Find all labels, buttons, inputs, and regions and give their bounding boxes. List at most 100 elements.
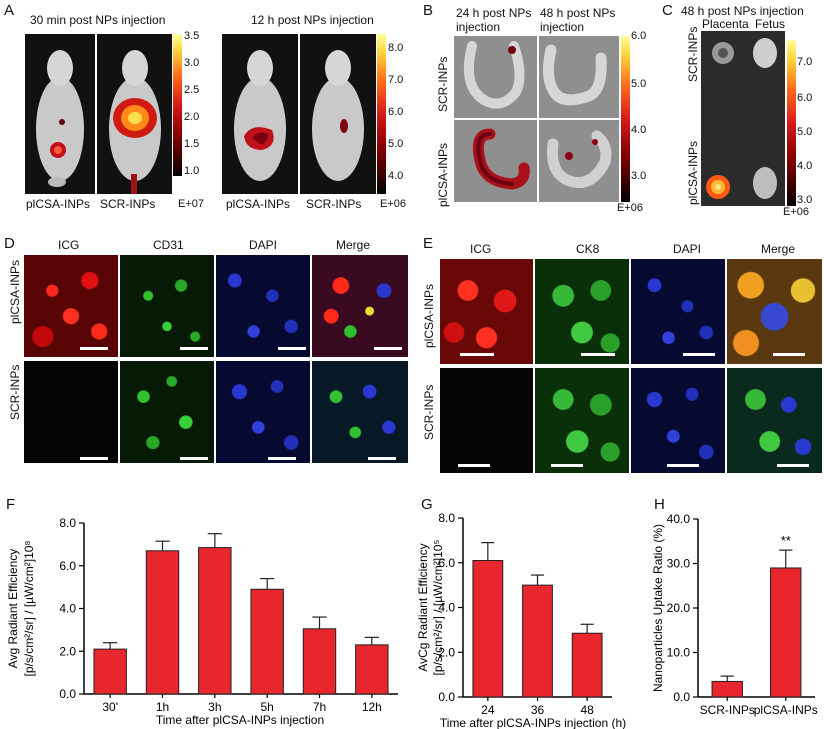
x-axis-label: Time after plCSA-INPs injection — [156, 713, 324, 727]
scale-bar — [773, 353, 805, 356]
micrograph-d-dapi-scr — [216, 361, 310, 463]
uterus-silhouette — [464, 41, 525, 109]
y-axis-label-units: [p/s/cm²/sr] / [µW/cm²]10⁸ — [22, 541, 36, 677]
panel-a-title-12h: 12 h post NPs injection — [251, 13, 374, 27]
y-tick-label: 8.0 — [59, 516, 76, 530]
panel-c-letter: C — [662, 2, 673, 19]
cbar-c-tick: 7.0 — [797, 56, 813, 68]
organ-silhouettes — [706, 38, 777, 199]
colorbar-a1 — [173, 34, 182, 176]
uterus-silhouette-4 — [546, 130, 612, 189]
scale-bar — [180, 347, 208, 350]
micrograph-d-icg-scr — [24, 361, 118, 463]
mouse-image-plcsa-12h — [222, 34, 298, 194]
x-tick-label: 1h — [156, 700, 169, 714]
cbar-a1-tick: 1.5 — [184, 138, 200, 150]
micrograph-e-icg-scr — [440, 368, 533, 473]
panel-e-row-plcsa: plCSA-INPs — [422, 283, 436, 348]
x-tick-label: 5h — [260, 700, 273, 714]
bar — [711, 680, 743, 698]
x-axis-label: Time after plCSA-INPs injection (h) — [440, 716, 626, 729]
cbar-a2-exponent: E+06 — [380, 198, 406, 210]
panel-a-letter: A — [4, 2, 15, 19]
scale-bar — [551, 464, 583, 467]
scale-bar — [278, 347, 306, 350]
y-tick-label: 4.0 — [59, 602, 76, 616]
panel-e-col-icg: ICG — [470, 242, 492, 256]
x-tick-label: 3h — [208, 700, 221, 714]
scale-bar — [458, 464, 490, 467]
cbar-c-tick: 6.0 — [797, 92, 813, 104]
y-tick-label: 6.0 — [438, 556, 455, 570]
cbar-a1-tick: 3.0 — [184, 57, 200, 69]
micrograph-e-icg-plcsa — [440, 259, 533, 364]
colorbar-b — [621, 36, 630, 202]
colorbar-a2 — [377, 34, 386, 194]
scale-bar — [80, 457, 108, 460]
significance-marker: ** — [781, 533, 791, 548]
panel-b-row-scr: SCR-INPs — [436, 56, 450, 112]
cbar-b-exponent: E+06 — [617, 202, 643, 214]
y-tick-label: 6.0 — [59, 559, 76, 573]
x-tick-label: 48 — [580, 703, 594, 717]
mouse-silhouette — [36, 50, 84, 187]
panel-c-row-plcsa: plCSA-INPs — [686, 140, 700, 205]
panel-d-col-dapi: DAPI — [249, 238, 278, 252]
y-tick-label: 4.0 — [438, 601, 455, 615]
panel-d-row-plcsa: plCSA-INPs — [8, 259, 22, 324]
y-axis-label: AvCg Radiant Efficiency — [416, 543, 430, 671]
micrograph-e-ck8-scr — [535, 368, 629, 473]
micrograph-d-merge-scr — [312, 361, 408, 463]
y-tick-label: 40.0 — [667, 512, 691, 526]
bar — [145, 550, 180, 695]
panel-e-col-ck8: CK8 — [576, 242, 600, 256]
y-tick-label: 2.0 — [59, 644, 76, 658]
bar — [198, 547, 232, 695]
panel-e-row-scr: SCR-INPs — [422, 384, 436, 440]
panel-h-letter: H — [654, 496, 665, 513]
micrograph-e-dapi-scr — [631, 368, 725, 473]
cbar-b-tick: 5.0 — [631, 78, 647, 90]
bar — [250, 588, 284, 695]
scale-bar — [180, 457, 208, 460]
x-tick-label: 36 — [531, 703, 545, 717]
panel-f-letter: F — [6, 496, 16, 513]
bar — [472, 560, 504, 698]
mouse-silhouette-3 — [234, 50, 286, 181]
micrograph-d-cd31-scr — [120, 361, 214, 463]
panel-g-letter: G — [421, 496, 433, 513]
panel-c-col-fetus: Fetus — [755, 17, 786, 31]
bar — [571, 632, 603, 698]
uterus-silhouette-3 — [472, 128, 530, 190]
y-tick-label: 2.0 — [438, 645, 455, 659]
chart-f: 0.0 2.0 4.0 6.0 8.0 30' 1h 3h 5h 7h 12h Time after … — [6, 516, 398, 727]
mouse-silhouette-4 — [312, 50, 364, 181]
scale-bar — [80, 347, 108, 350]
panel-c-row-scr: SCR-INPs — [686, 26, 700, 82]
uterus-silhouette-2 — [542, 44, 607, 106]
panel-e-col-merge: Merge — [761, 242, 796, 256]
micrograph-d-cd31-plcsa — [120, 255, 214, 357]
cbar-a2-tick: 4.0 — [388, 170, 404, 182]
scale-bar — [374, 347, 402, 350]
bar — [522, 584, 553, 698]
bar — [93, 648, 127, 695]
panel-a-title-30min: 30 min post NPs injection — [30, 13, 166, 27]
micrograph-d-merge-plcsa — [312, 255, 408, 357]
y-tick-label: 0.0 — [59, 687, 76, 701]
mouse-image-scr-12h — [300, 34, 376, 194]
panel-d-col-cd31: CD31 — [153, 238, 184, 252]
cbar-c-tick: 4.0 — [797, 160, 813, 172]
organ-image-c — [701, 31, 785, 206]
cbar-c-tick: 5.0 — [797, 126, 813, 138]
y-tick-label: 0.0 — [673, 690, 690, 704]
scale-bar — [777, 464, 809, 467]
panel-a-label: SCR-INPs — [306, 197, 362, 211]
scale-bar — [581, 353, 615, 356]
panel-a-label: plCSA-INPs — [26, 197, 91, 211]
mouse-image-scr-30min — [97, 34, 172, 194]
bar — [770, 567, 802, 698]
scale-bar — [368, 457, 396, 460]
x-tick-label: 12h — [362, 700, 382, 714]
cbar-c-tick: 3.0 — [797, 194, 813, 206]
